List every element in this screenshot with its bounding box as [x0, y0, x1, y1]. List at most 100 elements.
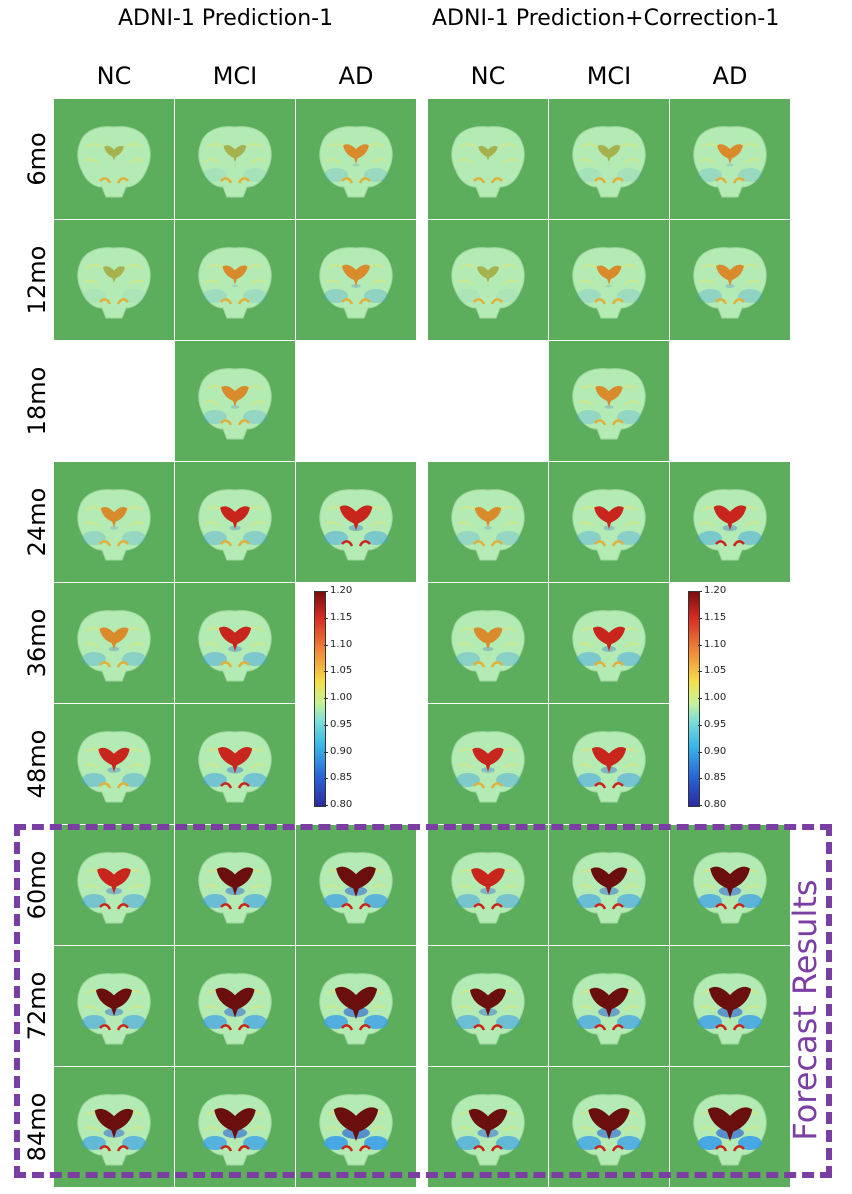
colorbar-gradient: [314, 591, 326, 807]
brain-map-12mo-ad: [670, 220, 790, 340]
brain-map-24mo-mci: [175, 462, 295, 582]
brain-map-72mo-mci: [175, 946, 295, 1066]
colorbar-tick: [324, 591, 328, 592]
brain-map-48mo-mci: [175, 704, 295, 824]
brain-map-84mo-mci: [175, 1067, 295, 1187]
colorbar-tick-label: 0.80: [330, 799, 353, 810]
column-header-mci: MCI: [212, 62, 258, 90]
brain-map-18mo-mci: [175, 341, 295, 461]
colorbar-tick: [698, 644, 702, 646]
colorbar-tick-label: 0.90: [330, 745, 353, 757]
row-label-6mo: 6mo: [23, 132, 51, 186]
colorbar-tick: [324, 671, 328, 673]
brain-map-24mo-nc: [428, 462, 548, 582]
colorbar-tick: [324, 644, 328, 646]
colorbar-tick: [698, 671, 702, 673]
colorbar-tick: [698, 617, 702, 619]
colorbar-tick-label: 1.05: [330, 665, 353, 677]
colorbar-tick: [698, 751, 702, 753]
colorbar-tick-label: 0.90: [704, 745, 727, 757]
column-header-nc: NC: [96, 62, 132, 90]
brain-map-84mo-ad: [670, 1067, 790, 1187]
brain-map-36mo-mci: [549, 583, 669, 703]
colorbar-tick-label: 1.00: [704, 692, 727, 703]
brain-map-72mo-ad: [296, 946, 416, 1066]
brain-map-72mo-ad: [670, 946, 790, 1066]
brain-map-12mo-ad: [296, 220, 416, 340]
brain-map-60mo-ad: [670, 825, 790, 945]
brain-map-72mo-nc: [54, 946, 174, 1066]
colorbar-tick-label: 0.95: [704, 718, 727, 730]
brain-map-6mo-nc: [428, 99, 548, 219]
colorbar-gradient: [688, 591, 700, 807]
brain-map-48mo-mci: [549, 704, 669, 824]
panel-title-1: ADNI-1 Prediction-1: [118, 6, 334, 31]
brain-map-72mo-mci: [549, 946, 669, 1066]
row-label-24mo: 24mo: [23, 487, 51, 557]
brain-map-6mo-ad: [296, 99, 416, 219]
colorbar-tick-label: 1.20: [704, 585, 727, 596]
colorbar-tick: [324, 778, 328, 780]
brain-map-72mo-nc: [428, 946, 548, 1066]
colorbar-tick-label: 1.00: [330, 692, 353, 703]
colorbar-tick-label: 1.10: [330, 638, 353, 650]
brain-map-18mo-mci: [549, 341, 669, 461]
colorbar-tick: [698, 805, 702, 806]
column-header-nc: NC: [470, 62, 506, 90]
colorbar-tick: [698, 724, 702, 726]
colorbar-1: 1.20 1.15 1.10 1.05 1.00 0.95 0.90 0.85 0.80: [310, 586, 382, 813]
brain-map-24mo-ad: [296, 462, 416, 582]
colorbar-tick-label: 1.20: [330, 585, 353, 596]
colorbar-tick: [324, 751, 328, 753]
brain-map-36mo-nc: [54, 583, 174, 703]
colorbar-tick-label: 0.85: [704, 772, 727, 784]
forecast-label: Forecast Results: [786, 879, 824, 1141]
brain-map-6mo-mci: [175, 99, 295, 219]
colorbar-tick-label: 1.10: [704, 638, 727, 650]
brain-map-60mo-nc: [54, 825, 174, 945]
colorbar-tick-label: 1.15: [330, 611, 353, 623]
brain-map-60mo-mci: [549, 825, 669, 945]
brain-map-60mo-ad: [296, 825, 416, 945]
colorbar-tick-label: 0.95: [330, 718, 353, 730]
row-label-12mo: 12mo: [23, 245, 51, 315]
colorbar-tick: [698, 778, 702, 780]
colorbar-tick-label: 1.05: [704, 665, 727, 677]
colorbar-tick: [324, 617, 328, 619]
brain-map-60mo-mci: [175, 825, 295, 945]
colorbar-2: 1.20 1.15 1.10 1.05 1.00 0.95 0.90 0.85 0.80: [684, 586, 756, 813]
brain-map-12mo-nc: [54, 220, 174, 340]
brain-map-24mo-nc: [54, 462, 174, 582]
colorbar-tick-label: 1.15: [704, 611, 727, 623]
brain-map-84mo-nc: [54, 1067, 174, 1187]
brain-map-6mo-mci: [549, 99, 669, 219]
colorbar-tick: [324, 724, 328, 726]
brain-map-6mo-ad: [670, 99, 790, 219]
brain-map-24mo-ad: [670, 462, 790, 582]
brain-map-12mo-nc: [428, 220, 548, 340]
brain-map-36mo-mci: [175, 583, 295, 703]
column-header-ad: AD: [712, 62, 748, 90]
column-header-ad: AD: [338, 62, 374, 90]
brain-map-12mo-mci: [175, 220, 295, 340]
colorbar-tick: [698, 698, 702, 699]
brain-map-6mo-nc: [54, 99, 174, 219]
panel-title-2: ADNI-1 Prediction+Correction-1: [432, 6, 780, 31]
colorbar-tick: [698, 591, 702, 592]
brain-map-12mo-mci: [549, 220, 669, 340]
colorbar-tick: [324, 805, 328, 806]
row-label-36mo: 36mo: [23, 608, 51, 678]
brain-map-60mo-nc: [428, 825, 548, 945]
brain-map-48mo-nc: [428, 704, 548, 824]
brain-map-36mo-nc: [428, 583, 548, 703]
brain-map-84mo-mci: [549, 1067, 669, 1187]
brain-map-84mo-nc: [428, 1067, 548, 1187]
colorbar-tick-label: 0.80: [704, 799, 727, 810]
row-label-18mo: 18mo: [23, 366, 51, 436]
brain-map-24mo-mci: [549, 462, 669, 582]
row-label-48mo: 48mo: [23, 729, 51, 799]
forecast-region-box: [14, 824, 832, 1178]
brain-map-48mo-nc: [54, 704, 174, 824]
brain-map-84mo-ad: [296, 1067, 416, 1187]
colorbar-tick: [324, 698, 328, 699]
